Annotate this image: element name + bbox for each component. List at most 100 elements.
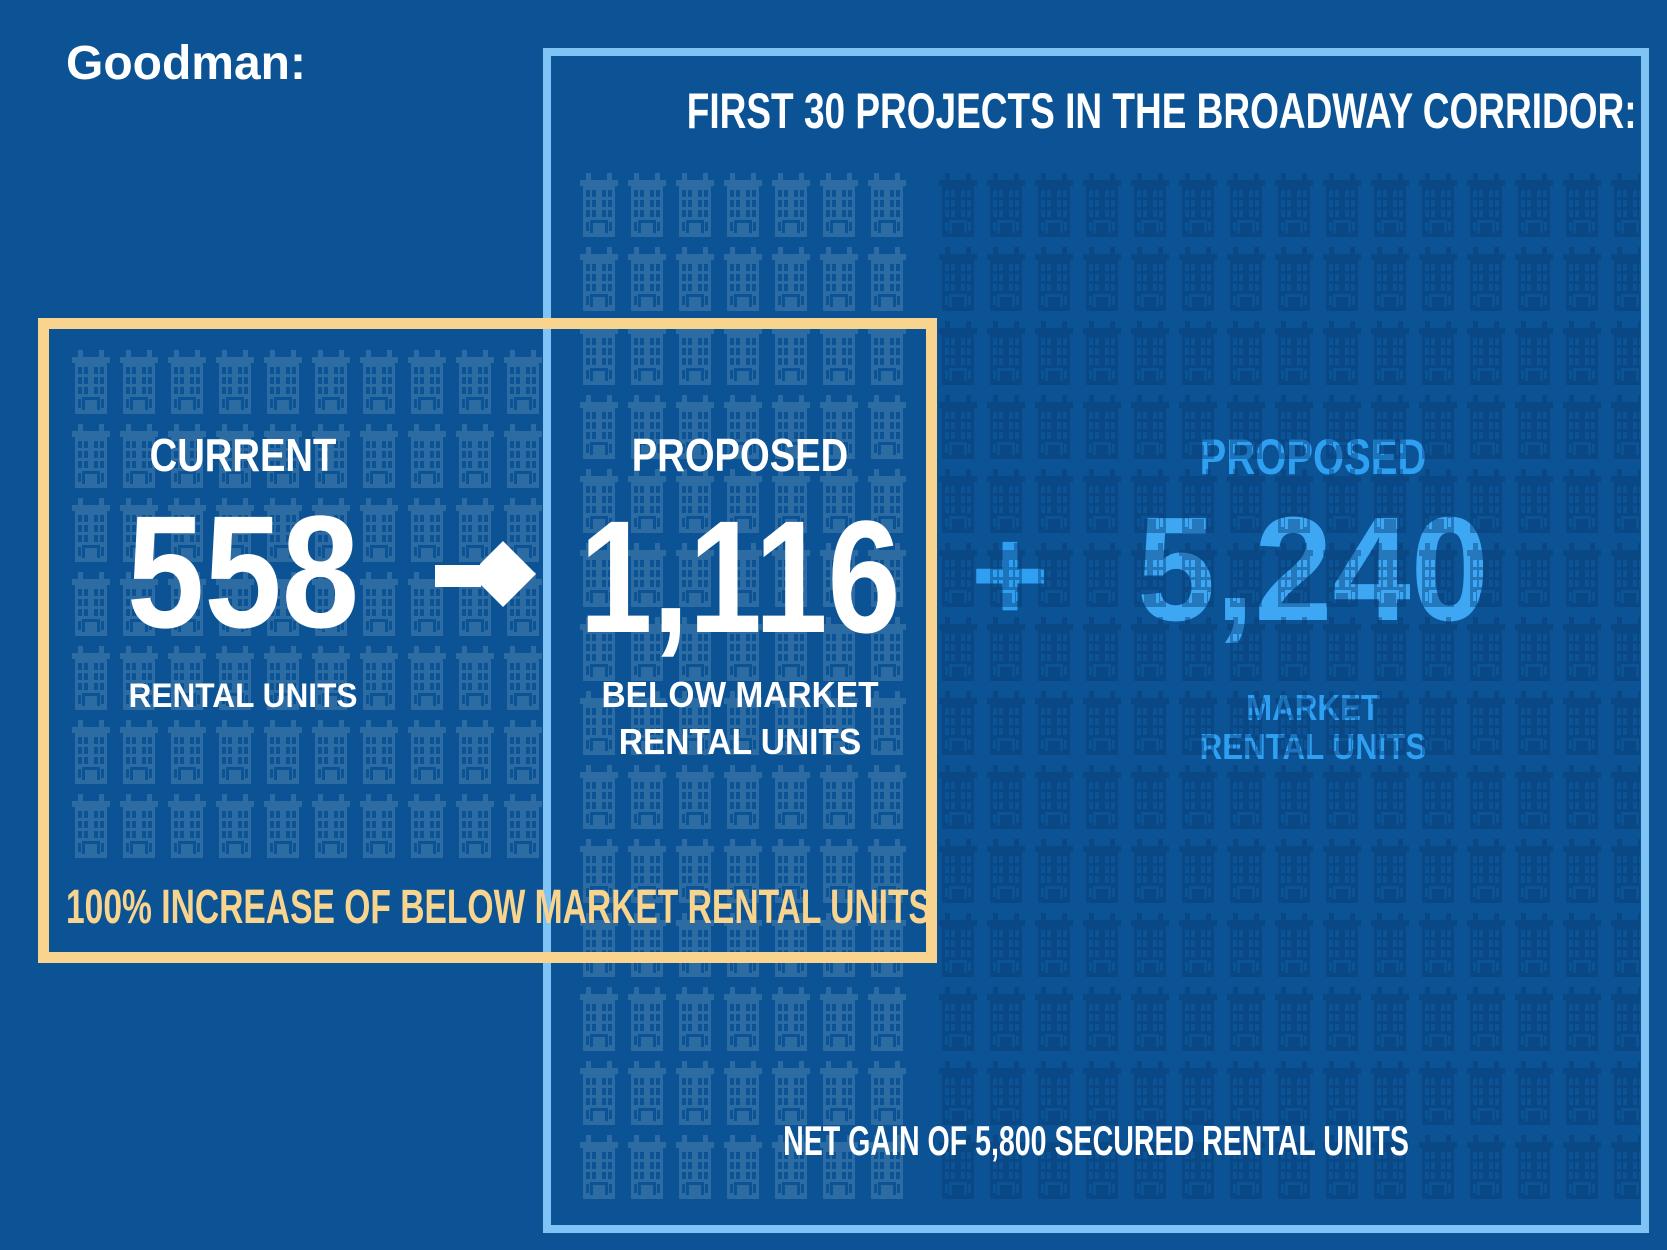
market-label: PROPOSED <box>1199 429 1427 485</box>
building-icon <box>1467 691 1505 755</box>
building-icon <box>1275 987 1313 1051</box>
building-icon <box>264 720 302 784</box>
building-icon <box>987 1135 1025 1199</box>
building-icon <box>939 321 977 385</box>
building-icon <box>987 765 1025 829</box>
building-icon <box>772 173 810 237</box>
building-icon <box>1083 469 1121 533</box>
building-icon <box>1275 395 1313 459</box>
building-icon <box>820 173 858 237</box>
building-icon <box>456 498 494 562</box>
building-icon <box>1083 617 1121 681</box>
building-icon <box>72 424 110 488</box>
building-icon <box>1083 247 1121 311</box>
building-icon <box>1611 247 1640 311</box>
building-icon <box>724 1135 762 1199</box>
building-icon <box>820 469 858 533</box>
building-icon <box>312 498 350 562</box>
building-icon <box>868 617 906 681</box>
building-icon <box>820 1061 858 1125</box>
building-icon <box>1179 1135 1217 1199</box>
building-icon <box>1035 1061 1073 1125</box>
building-icon <box>820 617 858 681</box>
building-icon <box>1227 839 1265 903</box>
building-icon <box>1323 839 1361 903</box>
building-icon <box>1131 469 1169 533</box>
building-icon <box>628 173 666 237</box>
building-icon <box>1179 543 1217 607</box>
attribution-text: Goodman: <box>66 37 306 90</box>
building-icon <box>1515 1061 1553 1125</box>
building-icon <box>504 350 542 414</box>
building-icon <box>1227 469 1265 533</box>
building-icon <box>939 987 977 1051</box>
building-icon <box>1563 617 1601 681</box>
building-icon <box>676 173 714 237</box>
building-icon <box>1275 691 1313 755</box>
building-icon <box>772 247 810 311</box>
building-icon <box>1179 913 1217 977</box>
building-icon <box>1419 691 1457 755</box>
building-icon <box>1563 913 1601 977</box>
building-icon <box>360 572 398 636</box>
building-icon <box>1179 173 1217 237</box>
building-icon <box>987 1061 1025 1125</box>
building-icon <box>1467 1135 1505 1199</box>
building-icon <box>1419 321 1457 385</box>
building-icon <box>1083 543 1121 607</box>
building-icon <box>72 646 110 710</box>
building-icon <box>939 1135 977 1199</box>
building-icon <box>1563 765 1601 829</box>
building-icon <box>312 424 350 488</box>
building-icon <box>1515 247 1553 311</box>
building-icon <box>1611 1061 1640 1125</box>
building-icon <box>72 794 110 858</box>
building-icon <box>1515 543 1553 607</box>
building-icon <box>1083 321 1121 385</box>
building-icon <box>408 498 446 562</box>
right-arrow-icon <box>430 538 540 619</box>
building-icon <box>1227 543 1265 607</box>
building-icon <box>216 350 254 414</box>
building-icon <box>868 987 906 1051</box>
building-icon <box>1371 987 1409 1051</box>
current-unit-label: RENTAL UNITS <box>128 677 358 715</box>
building-icon <box>1083 913 1121 977</box>
building-icon <box>312 720 350 784</box>
building-icon <box>1563 543 1601 607</box>
building-icon <box>939 765 977 829</box>
building-icon <box>1131 395 1169 459</box>
building-icon <box>1371 691 1409 755</box>
building-icon <box>580 1135 618 1199</box>
building-icon <box>216 794 254 858</box>
building-icon <box>580 839 618 903</box>
building-pattern-market <box>938 173 1640 1200</box>
building-icon <box>1371 543 1409 607</box>
building-icon <box>1467 987 1505 1051</box>
building-icon <box>820 987 858 1051</box>
building-icon <box>628 543 666 607</box>
building-icon <box>939 395 977 459</box>
building-icon <box>676 247 714 311</box>
building-icon <box>1419 1061 1457 1125</box>
market-value: 5,240 <box>1137 487 1489 652</box>
building-icon <box>868 691 906 755</box>
building-icon <box>1323 469 1361 533</box>
building-icon <box>1035 913 1073 977</box>
current-label: CURRENT <box>149 429 337 481</box>
building-icon <box>360 350 398 414</box>
building-icon <box>868 543 906 607</box>
panel-title: FIRST 30 PROJECTS IN THE BROADWAY CORRID… <box>686 83 1637 139</box>
building-icon <box>1563 469 1601 533</box>
below-market-unit-line1: BELOW MARKET <box>601 674 879 715</box>
building-icon <box>1515 469 1553 533</box>
building-icon <box>168 794 206 858</box>
building-icon <box>1323 617 1361 681</box>
building-icon <box>1515 395 1553 459</box>
building-icon <box>1611 543 1640 607</box>
building-icon <box>676 1061 714 1125</box>
building-icon <box>724 469 762 533</box>
building-icon <box>1563 839 1601 903</box>
building-icon <box>168 350 206 414</box>
